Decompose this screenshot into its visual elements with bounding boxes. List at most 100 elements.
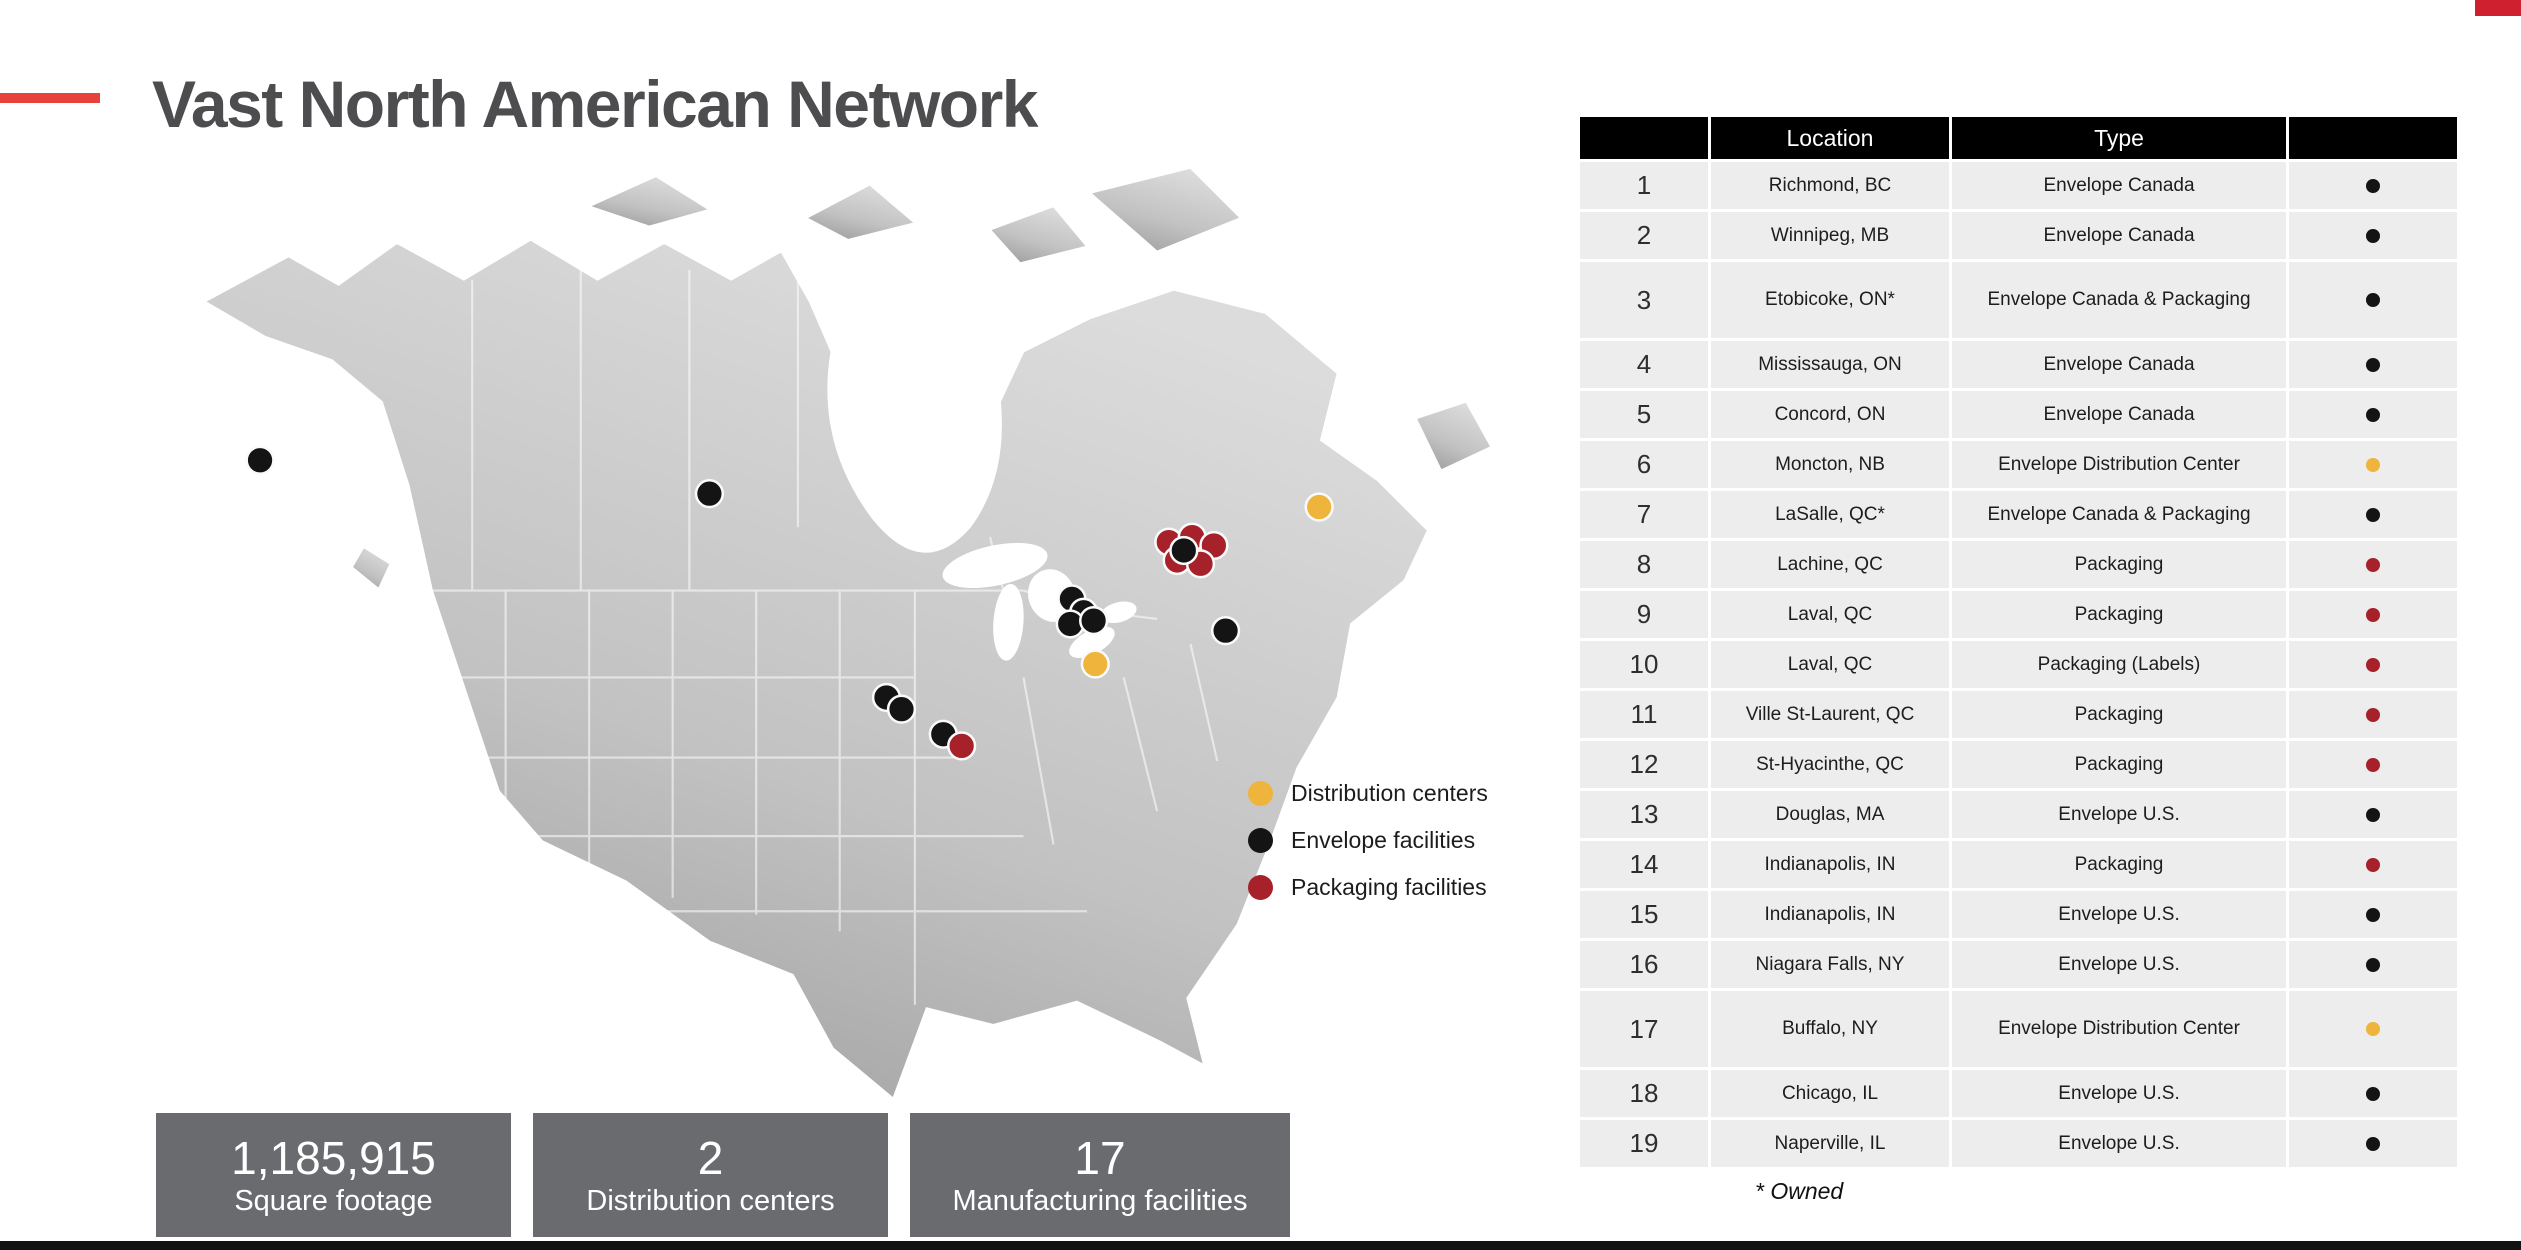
black-dot-icon (2366, 357, 2380, 372)
row-marker-cell (2289, 541, 2457, 588)
row-type: Packaging (1952, 841, 2286, 888)
row-type: Envelope Canada & Packaging (1952, 491, 2286, 538)
row-marker-cell (2289, 212, 2457, 259)
row-location: Ville St-Laurent, QC (1711, 691, 1949, 738)
row-type: Envelope Canada (1952, 212, 2286, 259)
legend-label: Distribution centers (1291, 780, 1488, 806)
legend: Distribution centers Envelope facilities P… (1248, 770, 1488, 911)
row-marker-cell (2289, 791, 2457, 838)
stat-box: 2 Distribution centers (533, 1113, 888, 1237)
row-number: 19 (1580, 1120, 1708, 1167)
row-location: Naperville, IL (1711, 1120, 1949, 1167)
red-dot-icon (2366, 757, 2380, 772)
row-type: Envelope Distribution Center (1952, 441, 2286, 488)
map-marker-black (694, 479, 725, 509)
row-location: St-Hyacinthe, QC (1711, 741, 1949, 788)
black-dot-icon (2366, 1136, 2380, 1151)
row-type: Envelope Canada (1952, 162, 2286, 209)
table-header-index (1580, 117, 1708, 159)
row-location: Niagara Falls, NY (1711, 941, 1949, 988)
row-number: 1 (1580, 162, 1708, 209)
row-number: 16 (1580, 941, 1708, 988)
row-location: Mississauga, ON (1711, 341, 1949, 388)
legend-item: Distribution centers (1248, 770, 1488, 817)
black-dot-icon (2366, 293, 2380, 307)
red-dot-icon (2366, 707, 2380, 722)
map-marker-black (886, 694, 917, 724)
row-number: 14 (1580, 841, 1708, 888)
row-number: 7 (1580, 491, 1708, 538)
row-marker-cell (2289, 591, 2457, 638)
row-location: Indianapolis, IN (1711, 891, 1949, 938)
map-marker-black (1210, 616, 1241, 646)
stat-value: 2 (697, 1131, 724, 1184)
black-dot-icon (2366, 957, 2380, 972)
black-dot-icon (2366, 807, 2380, 822)
table-row: 8 Lachine, QC Packaging (1580, 541, 2457, 588)
stat-label: Distribution centers (586, 1184, 835, 1217)
row-type: Packaging (1952, 741, 2286, 788)
red-dot-icon (2366, 857, 2380, 872)
table-row: 6 Moncton, NB Envelope Distribution Center (1580, 441, 2457, 488)
row-marker-cell (2289, 341, 2457, 388)
row-number: 13 (1580, 791, 1708, 838)
locations-table-body: 1 Richmond, BC Envelope Canada 2 Winnipeg, M… (1580, 162, 2457, 1167)
row-number: 3 (1580, 262, 1708, 338)
table-row: 12 St-Hyacinthe, QC Packaging (1580, 741, 2457, 788)
table-header-row: Location Type (1580, 117, 2457, 159)
black-dot-icon (2366, 1086, 2380, 1101)
row-type: Envelope U.S. (1952, 1120, 2286, 1167)
envelope-facility-dot-icon (1248, 828, 1273, 853)
row-marker-cell (2289, 941, 2457, 988)
table-row: 5 Concord, ON Envelope Canada (1580, 391, 2457, 438)
distribution-center-dot-icon (1248, 781, 1273, 806)
table-footnote: * Owned (1755, 1178, 1844, 1204)
map-svg (203, 166, 1493, 1100)
red-dot-icon (2366, 557, 2380, 572)
page-title: Vast North American Network (152, 67, 1038, 142)
row-marker-cell (2289, 641, 2457, 688)
row-marker-cell (2289, 841, 2457, 888)
table-row: 4 Mississauga, ON Envelope Canada (1580, 341, 2457, 388)
row-type: Packaging (Labels) (1952, 641, 2286, 688)
landmass (203, 166, 1493, 1100)
legend-label: Envelope facilities (1291, 827, 1476, 853)
table-row: 19 Naperville, IL Envelope U.S. (1580, 1120, 2457, 1167)
row-marker-cell (2289, 1120, 2457, 1167)
row-marker-cell (2289, 741, 2457, 788)
row-marker-cell (2289, 991, 2457, 1067)
bottom-bar (0, 1241, 2521, 1250)
row-number: 15 (1580, 891, 1708, 938)
row-location: Buffalo, NY (1711, 991, 1949, 1067)
table-row: 10 Laval, QC Packaging (Labels) (1580, 641, 2457, 688)
map-marker-yellow (1080, 649, 1110, 679)
table-header-marker (2289, 117, 2457, 159)
stat-box: 1,185,915 Square footage (156, 1113, 511, 1237)
row-type: Packaging (1952, 541, 2286, 588)
row-location: Indianapolis, IN (1711, 841, 1949, 888)
row-marker-cell (2289, 441, 2457, 488)
row-location: Etobicoke, ON* (1711, 262, 1949, 338)
table-row: 13 Douglas, MA Envelope U.S. (1580, 791, 2457, 838)
stat-box: 17 Manufacturing facilities (910, 1113, 1290, 1237)
table-row: 3 Etobicoke, ON* Envelope Canada & Packagi… (1580, 262, 2457, 338)
row-location: LaSalle, QC* (1711, 491, 1949, 538)
table-row: 15 Indianapolis, IN Envelope U.S. (1580, 891, 2457, 938)
row-number: 6 (1580, 441, 1708, 488)
row-number: 2 (1580, 212, 1708, 259)
row-location: Concord, ON (1711, 391, 1949, 438)
map-marker-red (947, 731, 977, 761)
state-boundaries (432, 269, 1219, 1005)
black-dot-icon (2366, 907, 2380, 922)
row-marker-cell (2289, 162, 2457, 209)
row-marker-cell (2289, 891, 2457, 938)
row-type: Packaging (1952, 691, 2286, 738)
legend-item: Packaging facilities (1248, 864, 1488, 911)
great-lakes (942, 542, 1137, 661)
table-row: 17 Buffalo, NY Envelope Distribution Cente… (1580, 991, 2457, 1067)
row-location: Chicago, IL (1711, 1070, 1949, 1117)
row-type: Envelope Canada & Packaging (1952, 262, 2286, 338)
row-location: Laval, QC (1711, 591, 1949, 638)
row-type: Envelope Distribution Center (1952, 991, 2286, 1067)
row-type: Envelope U.S. (1952, 1070, 2286, 1117)
